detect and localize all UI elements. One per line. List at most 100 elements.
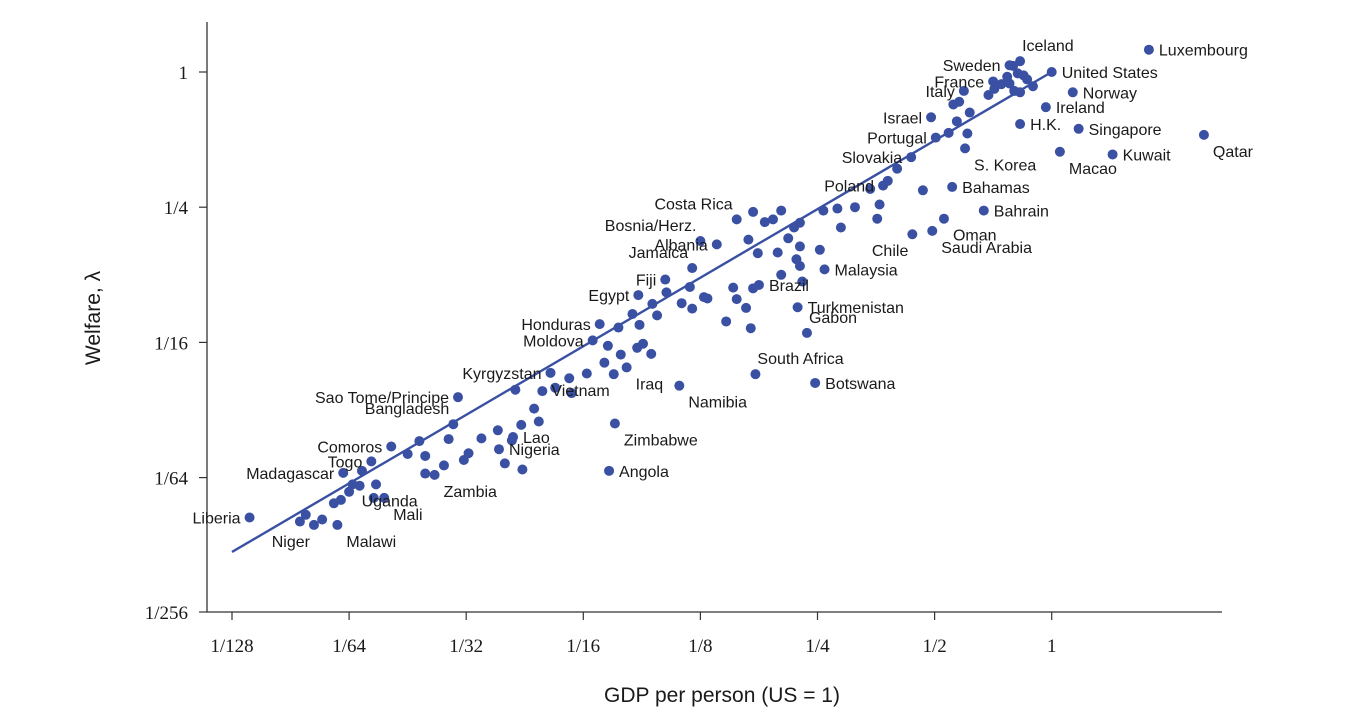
data-point — [627, 309, 638, 320]
point-label: Nigeria — [509, 442, 560, 459]
x-tick-label: 1 — [1047, 636, 1057, 657]
data-point-angola — [604, 465, 615, 476]
data-point — [368, 492, 379, 503]
point-label: Norway — [1083, 85, 1137, 102]
point-label: Gabon — [809, 310, 857, 327]
data-point — [402, 448, 413, 459]
data-point — [458, 455, 469, 466]
point-label: Moldova — [523, 333, 584, 350]
data-point — [1004, 78, 1015, 89]
data-point-egypt — [633, 290, 644, 301]
data-point — [602, 340, 613, 351]
point-label: S. Korea — [974, 157, 1036, 174]
data-point-bosnia-herz- — [695, 236, 706, 246]
data-point — [783, 233, 794, 244]
data-point — [814, 244, 825, 255]
data-point-niger — [308, 519, 319, 530]
data-point-iraq — [621, 362, 632, 373]
data-point-vietnam — [608, 369, 619, 380]
point-label: Zimbabwe — [624, 433, 698, 450]
data-point — [499, 458, 510, 469]
point-label: Zambia — [444, 484, 497, 501]
data-point — [1027, 81, 1038, 92]
data-point — [687, 303, 698, 314]
data-point — [948, 99, 959, 110]
data-point-sao-tome-principe — [453, 392, 464, 403]
data-point — [344, 486, 355, 497]
point-label: Iceland — [1022, 38, 1074, 55]
data-point — [874, 199, 885, 210]
data-point — [537, 386, 548, 397]
data-point — [759, 217, 770, 228]
y-tick-label: 1 — [179, 63, 189, 84]
point-label: Poland — [824, 179, 874, 196]
data-point-portugal — [930, 132, 941, 143]
data-point — [752, 248, 763, 259]
data-point — [731, 294, 742, 305]
data-point — [661, 287, 672, 298]
data-point — [1022, 74, 1033, 85]
data-point — [566, 388, 577, 399]
point-label: Bangladesh — [365, 401, 450, 418]
data-point-namibia — [674, 380, 685, 391]
data-point — [772, 247, 783, 258]
data-point — [510, 384, 521, 395]
data-point-norway — [1067, 87, 1078, 98]
data-point-jamaica — [687, 263, 698, 274]
x-tick-label: 1/8 — [688, 636, 712, 657]
data-point — [996, 79, 1007, 90]
data-point — [684, 281, 695, 292]
point-label: Lao — [523, 430, 550, 447]
x-tick-label: 1/64 — [332, 636, 366, 657]
data-point — [702, 293, 713, 304]
point-label: Ireland — [1056, 100, 1105, 117]
point-label: Turkmenistan — [808, 300, 904, 317]
point-label: Qatar — [1213, 144, 1254, 161]
data-point — [741, 302, 752, 313]
data-point-nigeria — [493, 444, 504, 455]
data-point — [865, 183, 876, 194]
point-label: Saudi Arabia — [941, 240, 1032, 257]
point-label: Kyrgyzstan — [462, 366, 541, 383]
data-point-honduras — [594, 319, 605, 330]
data-point — [832, 203, 843, 214]
data-point — [634, 319, 645, 330]
data-point — [917, 185, 928, 196]
data-point-h-k- — [1015, 119, 1026, 130]
data-point — [550, 382, 561, 393]
data-point — [647, 298, 658, 309]
point-label: Bahrain — [994, 204, 1049, 221]
data-point — [294, 516, 305, 527]
data-point-united-states — [1046, 67, 1057, 77]
data-point-malaysia — [819, 264, 830, 275]
data-point-france — [988, 76, 999, 87]
data-point — [615, 349, 626, 360]
x-tick-label: 1/2 — [922, 636, 946, 657]
data-point-qatar — [1198, 129, 1209, 140]
point-label: Uganda — [362, 493, 418, 510]
point-label: Fiji — [636, 273, 656, 290]
data-point — [492, 425, 503, 436]
data-point-s-korea — [960, 143, 971, 154]
data-point — [356, 465, 367, 476]
data-point-kyrgyzstan — [545, 367, 556, 378]
point-label: Chile — [872, 243, 909, 260]
point-label: Liberia — [193, 510, 241, 527]
data-point — [797, 276, 808, 287]
data-point-madagascar — [338, 467, 349, 478]
point-label: Iraq — [636, 376, 664, 393]
point-label: Oman — [953, 228, 997, 245]
data-point-costa-rica — [731, 214, 742, 225]
data-point-south-africa — [750, 369, 761, 380]
data-point-uganda — [347, 479, 358, 490]
data-point-moldova — [587, 335, 598, 346]
x-tick-label: 1/32 — [449, 636, 483, 657]
point-label: Malawi — [346, 534, 396, 551]
data-point — [300, 509, 311, 520]
data-point — [776, 205, 787, 216]
point-label: Niger — [272, 534, 311, 551]
point-label: Malaysia — [835, 262, 898, 279]
data-point-turkmenistan — [792, 302, 803, 313]
data-point — [564, 373, 575, 384]
